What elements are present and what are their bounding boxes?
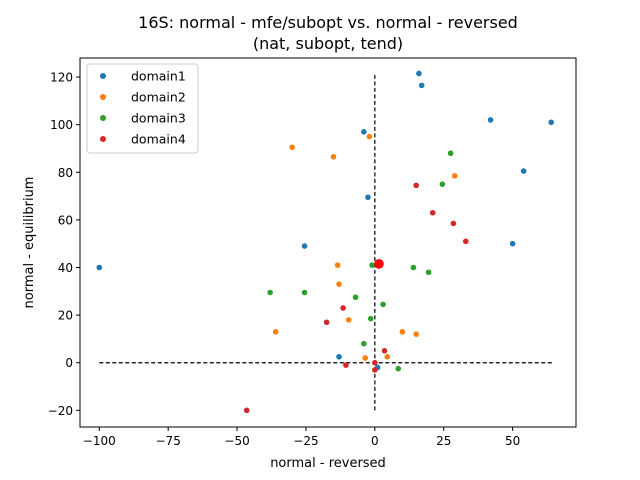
data-point <box>413 331 419 337</box>
data-point <box>416 70 422 77</box>
data-point <box>289 144 295 151</box>
data-point <box>243 407 250 414</box>
legend-label: domain3 <box>131 111 186 126</box>
data-point <box>352 294 359 301</box>
data-point <box>450 220 457 227</box>
y-tick-label: 40 <box>58 261 73 275</box>
y-tick-label: 120 <box>50 71 73 85</box>
series-domain1 <box>96 70 554 371</box>
x-tick-label: 50 <box>505 434 520 448</box>
legend-entry: domain2 <box>100 90 186 105</box>
legend: domain1 domain2 domain3 domain4 <box>86 63 199 154</box>
legend-label: domain2 <box>131 90 186 105</box>
plot-area <box>96 70 554 414</box>
legend-entry: domain3 <box>100 111 186 126</box>
data-point <box>462 238 469 245</box>
chart-title-line2: (nat, subopt, tend) <box>253 34 403 53</box>
data-point <box>366 133 373 140</box>
data-point <box>361 340 367 347</box>
data-point <box>272 328 279 335</box>
y-tick-label: 20 <box>58 309 73 323</box>
series-domain3 <box>267 150 454 372</box>
y-axis-ticks: −20 0 20 40 60 80 100 120 <box>48 71 80 418</box>
data-point <box>340 305 346 311</box>
data-point <box>365 194 371 201</box>
data-point <box>343 362 349 368</box>
data-point <box>301 289 308 296</box>
legend-label: domain4 <box>131 132 186 147</box>
data-point <box>336 281 342 287</box>
x-tick-label: −50 <box>224 434 249 448</box>
data-point <box>336 353 342 360</box>
data-point <box>520 168 527 174</box>
data-point <box>330 153 337 160</box>
data-point <box>447 150 454 157</box>
data-point <box>361 129 367 135</box>
data-point <box>413 182 419 189</box>
data-point <box>509 240 516 247</box>
data-point <box>345 317 352 323</box>
data-point <box>439 181 446 187</box>
data-point <box>487 117 494 123</box>
data-point <box>548 119 554 126</box>
data-point <box>451 173 458 179</box>
data-point <box>362 355 369 361</box>
data-point <box>267 289 273 296</box>
x-axis-label: normal - reversed <box>270 456 386 471</box>
legend-marker <box>100 73 106 79</box>
axes-frame <box>79 57 577 428</box>
legend-marker <box>100 115 106 121</box>
x-tick-label: −100 <box>83 434 116 448</box>
data-point <box>381 348 388 354</box>
y-tick-label: 100 <box>50 118 73 132</box>
data-point <box>334 262 341 268</box>
x-tick-label: −75 <box>156 434 181 448</box>
legend-entry: domain4 <box>100 132 186 147</box>
data-point <box>96 264 103 271</box>
y-axis-label: normal - equilibrium <box>22 177 37 309</box>
series-domain2 <box>272 133 458 361</box>
legend-marker <box>100 136 106 142</box>
y-tick-label: 0 <box>65 356 73 370</box>
data-point <box>384 353 391 360</box>
legend-label: domain1 <box>131 69 186 84</box>
data-point <box>301 243 308 249</box>
data-point <box>323 319 330 326</box>
highlight-point <box>374 259 384 269</box>
data-point <box>410 264 417 271</box>
y-tick-label: 60 <box>58 213 73 227</box>
data-point <box>380 301 386 308</box>
data-point <box>429 209 436 216</box>
data-point <box>425 269 432 276</box>
data-point <box>372 359 378 366</box>
data-point <box>395 365 402 372</box>
x-tick-label: 0 <box>371 434 379 448</box>
chart-title-line1: 16S: normal - mfe/subopt vs. normal - re… <box>138 13 518 32</box>
legend-box <box>86 63 199 154</box>
data-point <box>399 328 406 335</box>
y-tick-label: 80 <box>58 166 73 180</box>
x-tick-label: −25 <box>293 434 318 448</box>
y-tick-label: −20 <box>48 404 73 418</box>
legend-marker <box>100 94 106 100</box>
x-axis-ticks: −100 −75 −50 −25 0 25 50 <box>83 427 520 448</box>
data-point <box>369 262 375 268</box>
data-point <box>372 367 378 373</box>
series-domain4 <box>243 182 469 414</box>
legend-entry: domain1 <box>100 69 186 84</box>
x-tick-label: 25 <box>436 434 451 448</box>
data-point <box>418 82 425 89</box>
data-point <box>367 315 374 322</box>
